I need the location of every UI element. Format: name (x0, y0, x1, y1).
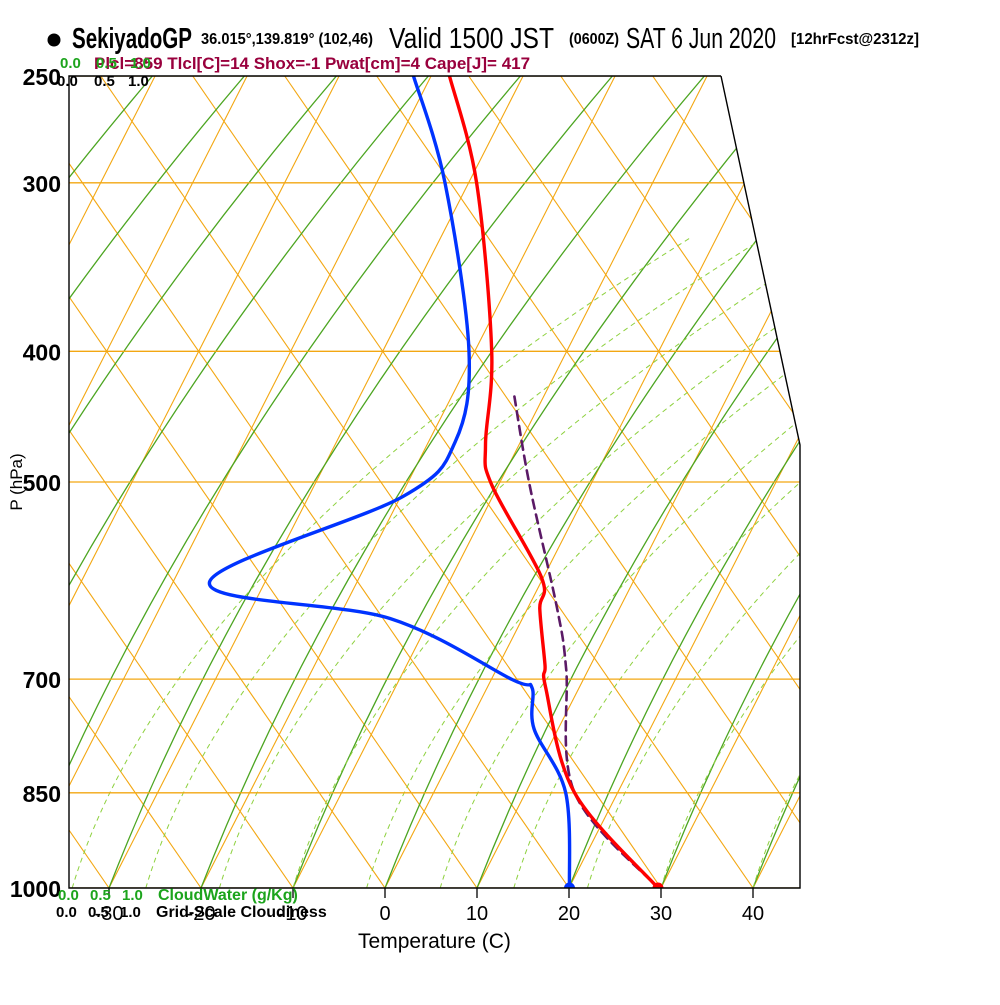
svg-text:10: 10 (466, 903, 488, 925)
svg-text:0.0: 0.0 (60, 55, 81, 72)
svg-text:0.0: 0.0 (56, 904, 77, 921)
svg-text:Grid-Scale Cloudiness: Grid-Scale Cloudiness (156, 904, 327, 921)
svg-text:1000: 1000 (10, 876, 61, 902)
svg-text:40: 40 (742, 903, 764, 925)
svg-text:36.015°,139.819° (102,46): 36.015°,139.819° (102,46) (201, 31, 373, 48)
svg-text:0.5: 0.5 (94, 73, 115, 90)
svg-text:700: 700 (23, 667, 61, 693)
svg-text:SAT 6 Jun 2020: SAT 6 Jun 2020 (626, 23, 776, 55)
svg-text:0.0: 0.0 (58, 887, 79, 904)
svg-text:300: 300 (23, 171, 61, 197)
svg-text:1.0: 1.0 (128, 73, 149, 90)
svg-text:400: 400 (23, 339, 61, 365)
svg-text:0.5: 0.5 (96, 55, 117, 72)
svg-text:CloudWater (g/Kg): CloudWater (g/Kg) (158, 887, 298, 904)
svg-text:20: 20 (558, 903, 580, 925)
svg-text:0.0: 0.0 (57, 73, 78, 90)
svg-text:Valid 1500 JST: Valid 1500 JST (389, 23, 554, 55)
svg-text:P (hPa): P (hPa) (7, 453, 26, 510)
svg-text:Temperature (C): Temperature (C) (358, 930, 511, 953)
svg-text:(0600Z): (0600Z) (569, 31, 619, 48)
svg-text:850: 850 (23, 781, 61, 807)
svg-text:Plcl=859 Tlcl[C]=14 Shox=-1 Pw: Plcl=859 Tlcl[C]=14 Shox=-1 Pwat[cm]=4 C… (94, 54, 530, 73)
svg-text:SekiyadoGP: SekiyadoGP (72, 23, 192, 55)
svg-text:0.5: 0.5 (88, 904, 109, 921)
svg-text:[12hrFcst@2312z]: [12hrFcst@2312z] (791, 31, 919, 48)
svg-text:30: 30 (650, 903, 672, 925)
svg-text:1.0: 1.0 (122, 887, 143, 904)
svg-text:0.5: 0.5 (90, 887, 111, 904)
svg-text:0: 0 (379, 903, 390, 925)
svg-text:1.0: 1.0 (130, 55, 151, 72)
svg-text:500: 500 (23, 470, 61, 496)
svg-text:1.0: 1.0 (120, 904, 141, 921)
svg-text:250: 250 (23, 64, 61, 90)
